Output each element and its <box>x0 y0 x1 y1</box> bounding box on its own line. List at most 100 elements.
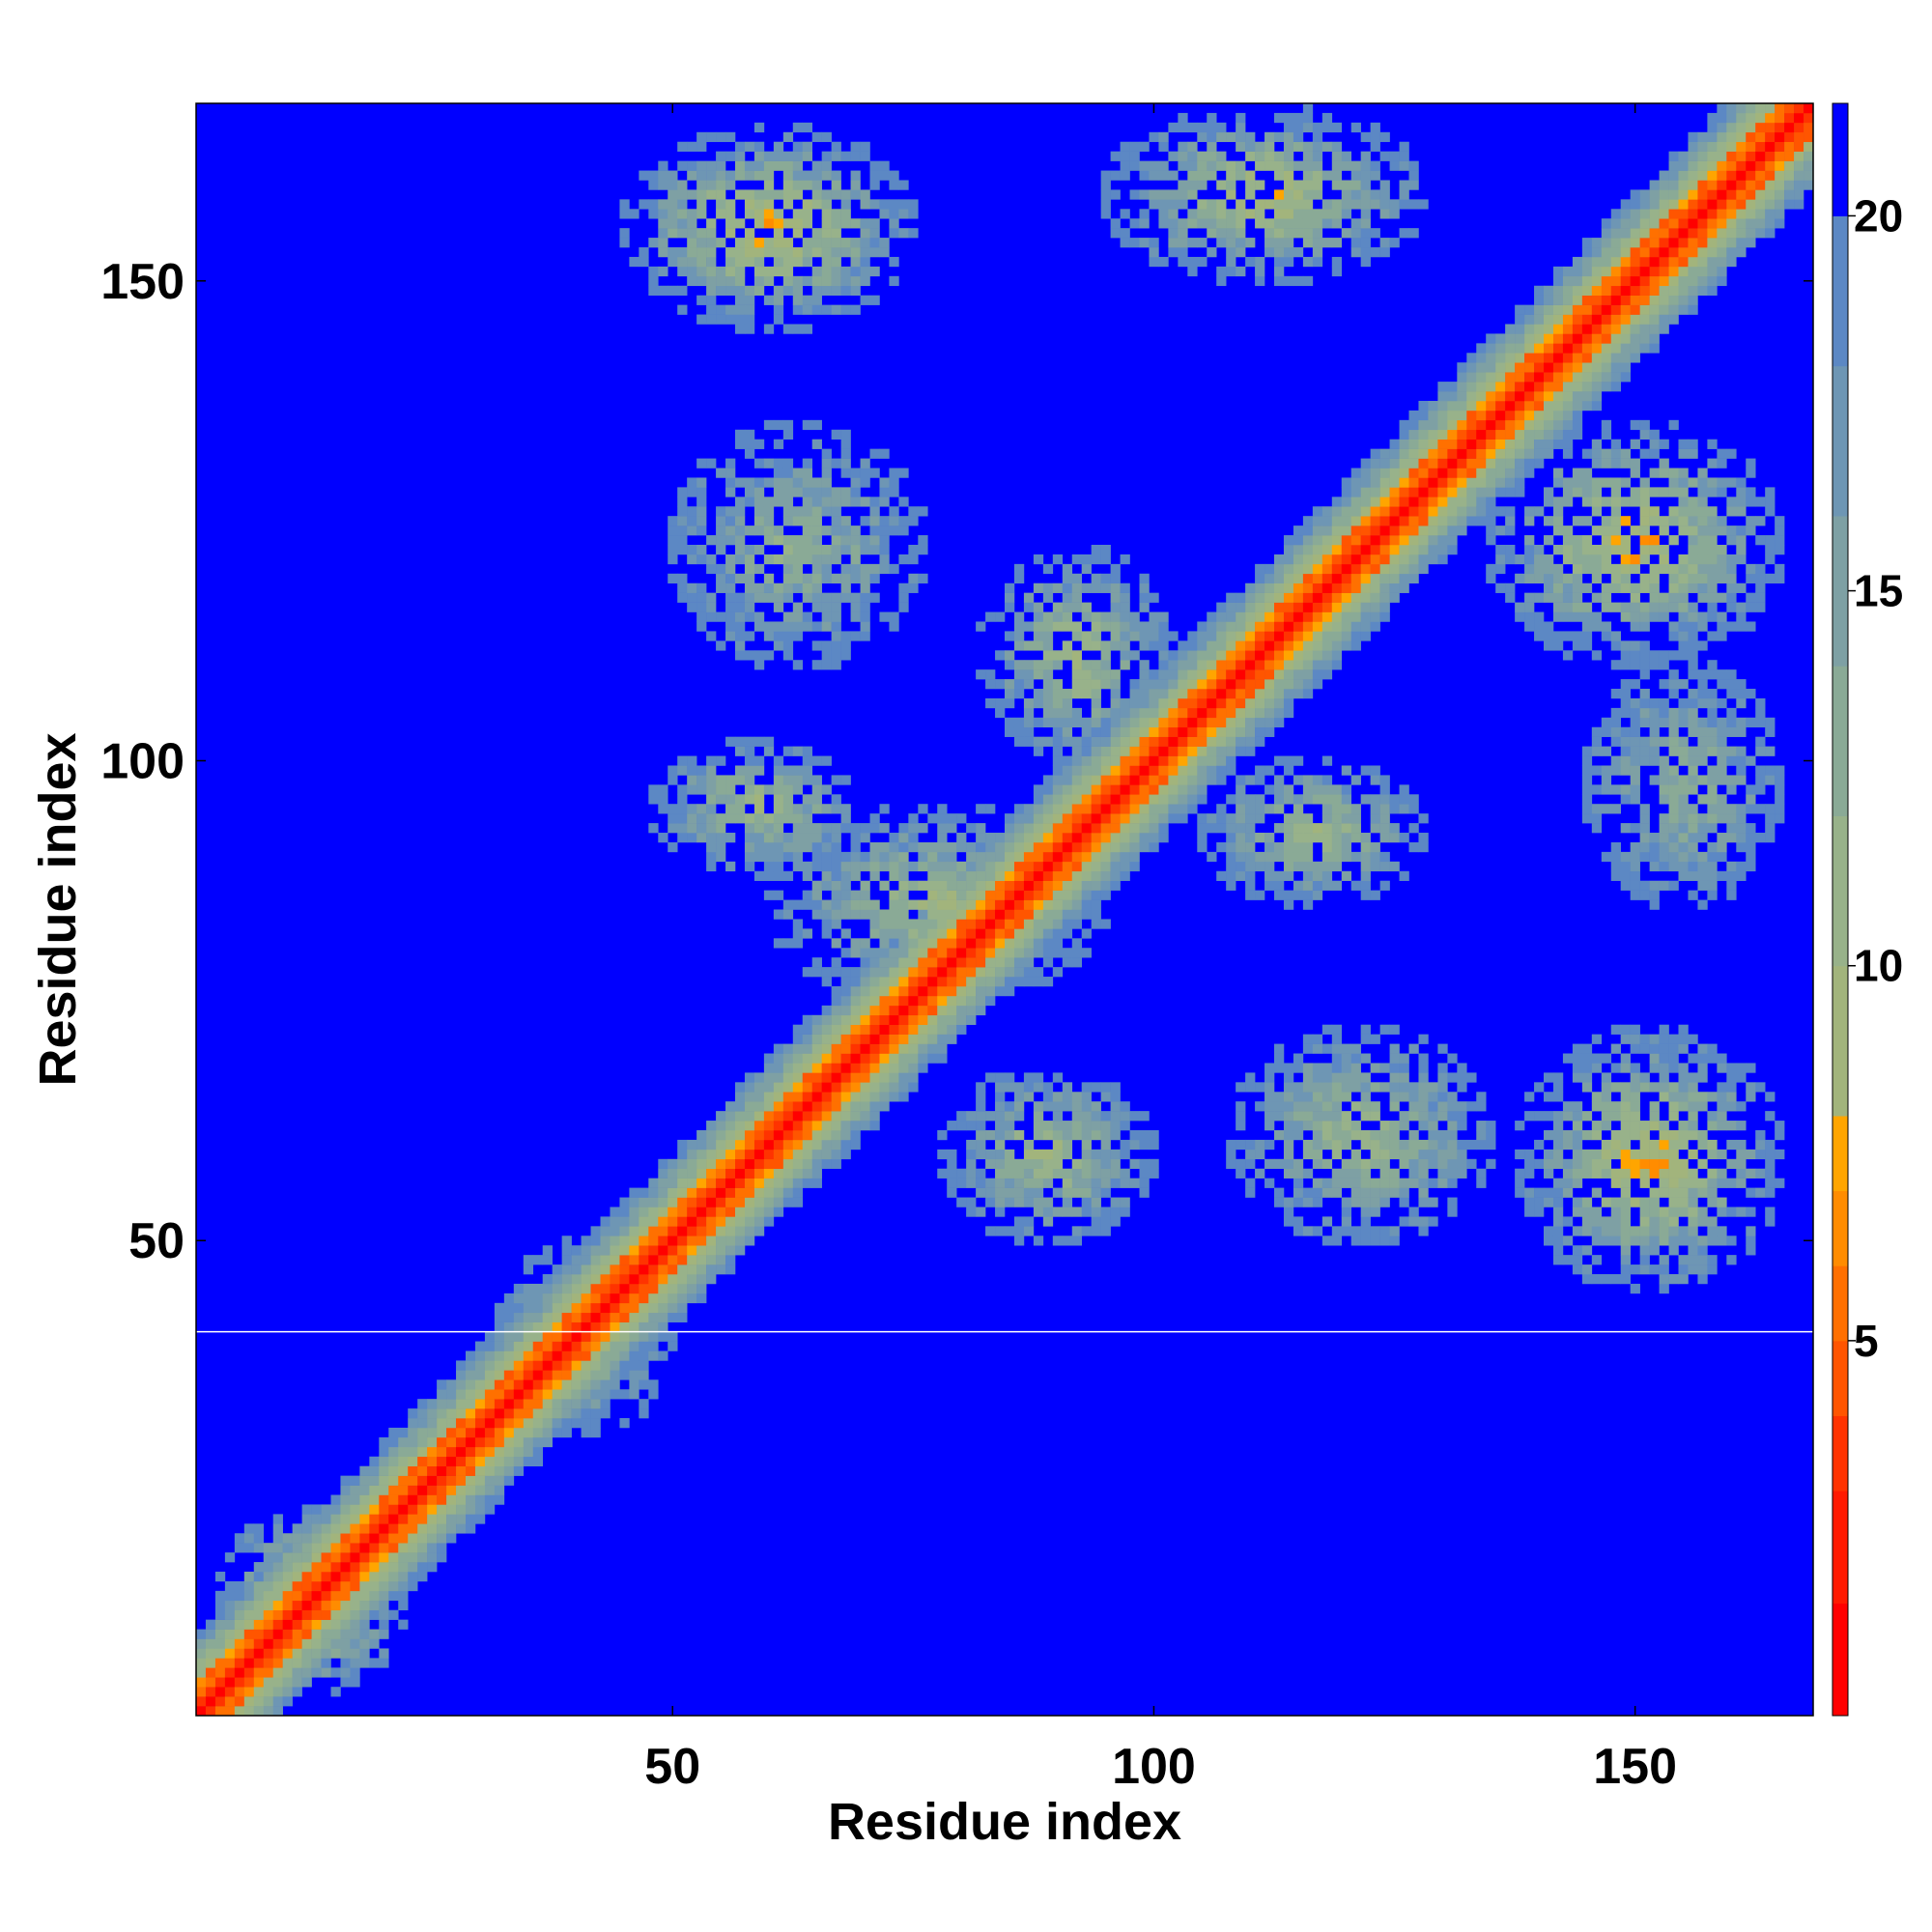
heatmap-cell <box>869 1063 880 1073</box>
heatmap-cell <box>1226 218 1236 229</box>
heatmap-cell <box>359 1485 370 1495</box>
heatmap-cell <box>1437 448 1448 459</box>
heatmap-cell <box>1100 755 1111 766</box>
heatmap-cell <box>581 1255 591 1265</box>
heatmap-cell <box>214 1677 226 1688</box>
heatmap-cell <box>792 141 804 152</box>
heatmap-cell <box>668 1341 678 1351</box>
heatmap-cell <box>821 266 832 277</box>
heatmap-cell <box>1120 611 1130 622</box>
heatmap-cell <box>639 1350 649 1361</box>
heatmap-cell <box>1399 1121 1409 1131</box>
heatmap-cell <box>811 1024 822 1035</box>
heatmap-cell <box>1399 1187 1409 1198</box>
heatmap-cell <box>869 180 880 190</box>
heatmap-cell <box>1023 957 1035 968</box>
heatmap-cell <box>437 1465 447 1476</box>
heatmap-cell <box>1100 746 1111 756</box>
heatmap-cell <box>503 1465 515 1476</box>
heatmap-cell <box>1168 707 1179 719</box>
heatmap-cell <box>350 1533 360 1544</box>
heatmap-cell <box>1360 256 1371 268</box>
heatmap-cell <box>1428 1082 1438 1093</box>
heatmap-cell <box>782 1101 794 1112</box>
heatmap-cell <box>658 794 668 805</box>
heatmap-cell <box>292 1638 302 1649</box>
heatmap-cell <box>532 1389 544 1400</box>
heatmap-cell <box>753 833 765 843</box>
heatmap-cell <box>466 1427 476 1438</box>
heatmap-cell <box>860 295 870 305</box>
heatmap-cell <box>696 582 707 593</box>
heatmap-cell <box>1245 640 1256 651</box>
heatmap-cell <box>1341 573 1352 584</box>
heatmap-cell <box>658 180 668 190</box>
heatmap-cell <box>590 1264 601 1275</box>
heatmap-cell <box>1149 717 1159 728</box>
heatmap-cell <box>1033 870 1044 881</box>
heatmap-cell <box>639 1283 649 1294</box>
heatmap-cell <box>792 1149 804 1160</box>
heatmap-cell <box>224 1580 236 1592</box>
heatmap-cell <box>234 1580 245 1592</box>
heatmap-cell <box>1110 689 1121 699</box>
heatmap-cell <box>1389 1092 1400 1102</box>
heatmap-cell <box>1023 938 1035 949</box>
heatmap-cell <box>802 1034 813 1044</box>
heatmap-cell <box>773 304 784 315</box>
heatmap-cell <box>850 497 861 507</box>
heatmap-cell <box>1091 794 1101 805</box>
heatmap-cell <box>263 1658 274 1668</box>
heatmap-cell <box>1379 775 1390 785</box>
heatmap-cell <box>408 1504 418 1515</box>
heatmap-cell <box>1370 526 1380 536</box>
heatmap-cell <box>1110 592 1121 603</box>
heatmap-cell <box>1466 400 1477 412</box>
heatmap-cell <box>253 1619 265 1630</box>
heatmap-cell <box>1110 833 1121 843</box>
heatmap-cell <box>1033 977 1044 987</box>
heatmap-cell <box>687 1168 697 1179</box>
heatmap-cell <box>792 535 804 546</box>
heatmap-cell <box>1321 650 1333 661</box>
heatmap-cell <box>1399 1149 1409 1160</box>
heatmap-cell <box>668 554 678 565</box>
heatmap-cell <box>889 621 899 632</box>
heatmap-cell <box>1129 755 1140 766</box>
heatmap-cell <box>840 909 851 920</box>
heatmap-cell <box>782 218 794 229</box>
heatmap-cell <box>658 1216 668 1227</box>
heatmap-cell <box>1389 497 1400 507</box>
heatmap-cell <box>850 1139 861 1151</box>
heatmap-cell <box>1360 1139 1371 1151</box>
heatmap-cell <box>224 1629 236 1639</box>
heatmap-cell <box>1187 189 1198 200</box>
heatmap-cell <box>388 1436 399 1448</box>
heatmap-cell <box>1486 333 1496 344</box>
heatmap-cell <box>1013 717 1025 728</box>
heatmap-cell <box>1360 582 1371 593</box>
heatmap-cell <box>224 1677 236 1688</box>
heatmap-cell <box>1129 689 1140 699</box>
heatmap-cell <box>1052 861 1064 872</box>
heatmap-cell <box>668 247 678 258</box>
heatmap-cell <box>995 1101 1006 1112</box>
heatmap-cell <box>523 1436 534 1448</box>
heatmap-cell <box>831 458 841 469</box>
heatmap-cell <box>1293 833 1304 843</box>
heatmap-cell <box>1013 967 1025 978</box>
heatmap-cell <box>1418 841 1429 853</box>
heatmap-cell <box>840 995 851 1007</box>
heatmap-cell <box>1226 765 1236 776</box>
heatmap-cell <box>831 170 841 181</box>
heatmap-cell <box>398 1571 409 1582</box>
heatmap-cell <box>1149 679 1159 690</box>
heatmap-cell <box>1515 362 1525 373</box>
heatmap-cell <box>379 1552 389 1563</box>
heatmap-cell <box>1370 1111 1380 1122</box>
heatmap-cell <box>869 295 880 305</box>
heatmap-cell <box>879 919 890 929</box>
heatmap-cell <box>763 516 775 526</box>
heatmap-cell <box>918 899 928 910</box>
heatmap-cell <box>1245 238 1256 248</box>
